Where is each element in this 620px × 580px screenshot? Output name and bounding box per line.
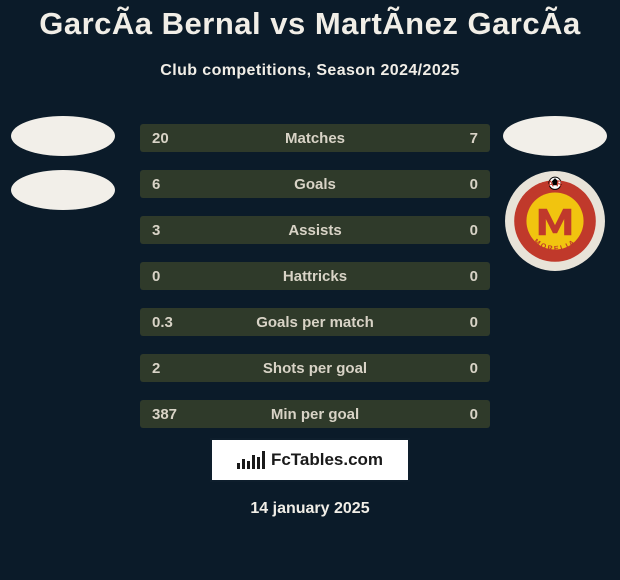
source-badge: FcTables.com bbox=[210, 438, 410, 482]
stat-left-value: 3 bbox=[152, 222, 212, 239]
bar-chart-icon bbox=[237, 451, 265, 469]
player-left-club-logo bbox=[11, 170, 115, 210]
stat-row: 3 Assists 0 bbox=[140, 216, 490, 244]
page-title: GarcÃa Bernal vs MartÃnez GarcÃa bbox=[0, 6, 620, 42]
stat-row: 20 Matches 7 bbox=[140, 124, 490, 152]
player-right-club-logo: MONARCAS MORELIA bbox=[504, 170, 606, 272]
player-left-avatar bbox=[11, 116, 115, 156]
stat-label: Min per goal bbox=[212, 406, 418, 423]
stat-row: 0 Hattricks 0 bbox=[140, 262, 490, 290]
stat-row: 2 Shots per goal 0 bbox=[140, 354, 490, 382]
stat-label: Assists bbox=[212, 222, 418, 239]
stats-table: 20 Matches 7 6 Goals 0 3 Assists 0 0 Hat… bbox=[140, 124, 490, 428]
stat-row: 387 Min per goal 0 bbox=[140, 400, 490, 428]
stat-right-value: 7 bbox=[418, 130, 478, 147]
stat-left-value: 387 bbox=[152, 406, 212, 423]
stat-right-value: 0 bbox=[418, 406, 478, 423]
stat-row: 0.3 Goals per match 0 bbox=[140, 308, 490, 336]
stat-right-value: 0 bbox=[418, 176, 478, 193]
stat-label: Matches bbox=[212, 130, 418, 147]
page-subtitle: Club competitions, Season 2024/2025 bbox=[0, 62, 620, 80]
player-right-avatar bbox=[503, 116, 607, 156]
stat-left-value: 0 bbox=[152, 268, 212, 285]
stat-label: Shots per goal bbox=[212, 360, 418, 377]
stat-right-value: 0 bbox=[418, 268, 478, 285]
stat-right-value: 0 bbox=[418, 314, 478, 331]
stat-label: Hattricks bbox=[212, 268, 418, 285]
stat-left-value: 20 bbox=[152, 130, 212, 147]
stat-row: 6 Goals 0 bbox=[140, 170, 490, 198]
source-badge-text: FcTables.com bbox=[271, 450, 383, 470]
footer-date: 14 january 2025 bbox=[0, 500, 620, 518]
player-right-pod: MONARCAS MORELIA bbox=[500, 116, 610, 272]
stat-label: Goals bbox=[212, 176, 418, 193]
stat-right-value: 0 bbox=[418, 360, 478, 377]
comparison-infographic: GarcÃa Bernal vs MartÃnez GarcÃa Club co… bbox=[0, 0, 620, 580]
stat-left-value: 6 bbox=[152, 176, 212, 193]
player-left-pod bbox=[8, 116, 118, 210]
stat-left-value: 2 bbox=[152, 360, 212, 377]
stat-right-value: 0 bbox=[418, 222, 478, 239]
stat-label: Goals per match bbox=[212, 314, 418, 331]
stat-left-value: 0.3 bbox=[152, 314, 212, 331]
